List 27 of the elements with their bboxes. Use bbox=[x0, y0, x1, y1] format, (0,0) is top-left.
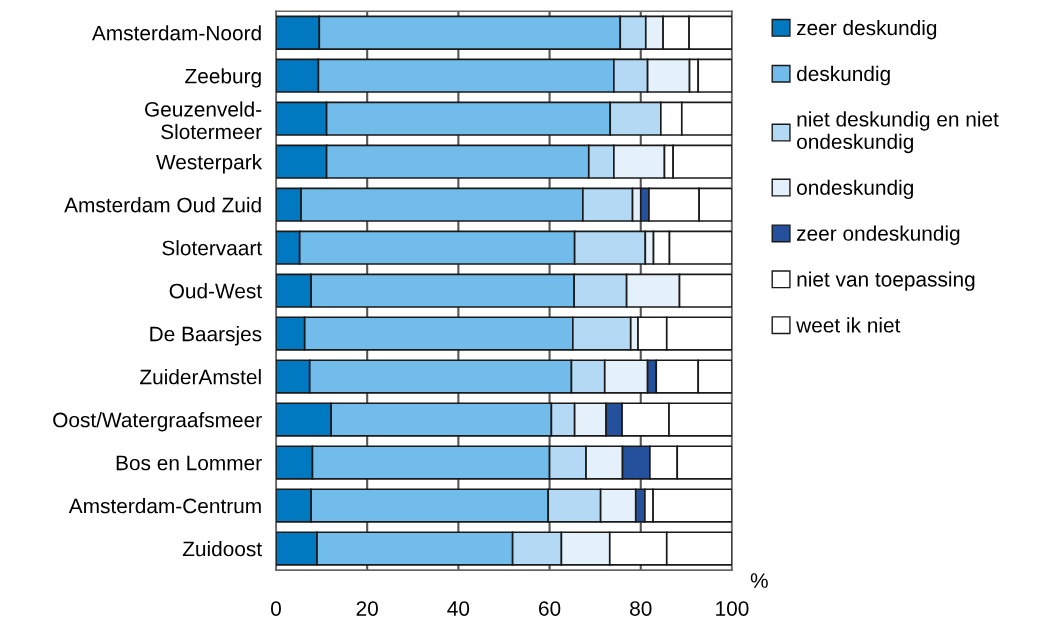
legend-label: zeer deskundig bbox=[797, 19, 937, 40]
y-tick-label: Oost/Watergraafsmeer bbox=[53, 412, 262, 432]
y-tick-label: De Baarsjes bbox=[150, 326, 262, 346]
y-tick-label: Geuzenveld- Slotermeer bbox=[145, 101, 262, 140]
x-tick-label: 20 bbox=[356, 601, 378, 616]
x-tick-label: 0 bbox=[271, 601, 281, 616]
x-tick-label: 40 bbox=[447, 601, 470, 616]
x-tick-label: 60 bbox=[539, 601, 561, 616]
legend-label: zeer ondeskundig bbox=[797, 225, 960, 245]
x-tick-label: 100 bbox=[716, 601, 749, 616]
x-tick-label: 80 bbox=[630, 601, 652, 616]
legend-label: niet van toepassing bbox=[797, 271, 975, 291]
y-tick-label: Bos en Lommer bbox=[116, 455, 262, 471]
y-tick-label: Zeeburg bbox=[185, 68, 261, 88]
legend-label: deskundig bbox=[797, 65, 890, 86]
y-tick-label: Amsterdam-Noord bbox=[91, 25, 261, 41]
y-tick-label: Zuidoost bbox=[182, 541, 262, 557]
legend-label: niet deskundig en niet ondeskundig bbox=[797, 111, 999, 154]
y-tick-label: Westerpark bbox=[156, 154, 263, 174]
y-tick-label: Oud-West bbox=[169, 283, 262, 299]
y-tick-label: ZuiderAmstel bbox=[140, 369, 261, 385]
legend-label: weet ik niet bbox=[796, 317, 901, 333]
legend-label: ondeskundig bbox=[797, 179, 913, 200]
x-axis-title: % bbox=[750, 573, 768, 588]
y-tick-label: Amsterdam Oud Zuid bbox=[64, 197, 261, 213]
y-tick-label: Slotervaart bbox=[162, 240, 262, 256]
y-tick-label: Amsterdam-Centrum bbox=[68, 498, 261, 514]
